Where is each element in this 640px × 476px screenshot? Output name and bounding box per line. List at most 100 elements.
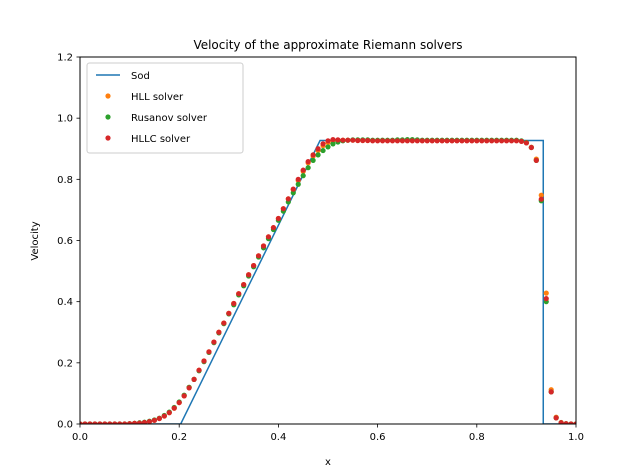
data-point [206,349,212,355]
x-tick-label: 0.8 [469,432,485,443]
data-point [305,159,311,165]
x-axis-label: x [325,457,331,468]
data-point [330,136,336,143]
data-point [429,138,435,144]
data-point [573,421,576,424]
data-point [151,417,157,423]
legend-label: Sod [131,71,150,82]
data-point [82,421,88,424]
data-point [384,138,391,144]
legend-marker-swatch [105,135,111,141]
x-tick-label: 0.4 [270,432,286,443]
data-point [533,157,539,163]
data-point [295,181,301,187]
data-point [186,385,192,391]
legend-item: Rusanov solver [105,113,208,124]
data-point [494,138,500,144]
data-point [568,421,574,424]
data-point [87,421,93,424]
data-point [285,196,291,202]
data-point [241,281,247,288]
x-tick-label: 0.0 [72,432,88,443]
data-point [523,140,530,146]
series-group [80,136,576,424]
data-point [513,138,520,144]
y-tick-label: 0.2 [57,358,73,369]
data-point [464,138,470,144]
legend-item: HLLC solver [105,134,191,145]
data-point [389,138,396,144]
data-point [439,138,445,144]
data-point [394,138,401,144]
data-point [231,300,237,307]
data-point [295,176,301,182]
data-point [365,137,371,144]
data-point [251,262,257,269]
data-point [355,137,361,144]
data-point [92,421,98,424]
data-point [345,137,351,143]
data-point [419,138,425,144]
data-point [563,421,569,424]
legend-item: HLL solver [105,92,184,103]
data-point [499,138,505,144]
data-point [315,152,321,158]
data-point [181,393,187,399]
data-point [127,421,133,424]
data-point [246,272,252,278]
x-axis: 0.0 0.2 0.4 0.6 0.8 1.0 [72,424,584,443]
y-axis: 0.0 0.2 0.4 0.6 0.8 1.0 1.2 [57,53,80,431]
data-point [340,137,346,143]
data-point [166,410,172,416]
data-point [171,405,177,411]
data-point [558,420,564,424]
plot-area [79,56,577,425]
data-point [300,173,306,179]
data-point [107,421,113,424]
y-axis-label: Velocity [30,221,41,260]
data-point [270,225,277,231]
data-point [211,339,217,345]
data-point [201,358,207,364]
data-point [330,141,336,147]
legend-marker-swatch [105,93,111,99]
data-point [122,421,128,424]
data-point [265,234,272,240]
data-point [310,157,316,163]
data-point [112,421,118,424]
legend-marker-swatch [105,114,111,120]
data-point [176,399,182,406]
data-point [375,138,381,144]
data-point [196,367,202,373]
data-point [479,138,485,144]
data-point [216,329,222,335]
series-hllc-solver [80,136,576,424]
x-tick-label: 1.0 [568,432,584,443]
data-point [280,206,286,212]
x-tick-label: 0.6 [370,432,386,443]
x-tick-label: 0.2 [171,432,187,443]
legend-label: HLL solver [131,92,184,103]
data-point [161,413,167,419]
data-point [370,138,376,144]
data-point [360,137,366,144]
data-point [449,138,455,144]
data-point [315,146,321,152]
data-point [226,310,232,316]
data-point [97,421,103,424]
data-point [538,196,544,202]
data-point [191,376,197,382]
data-point [508,138,515,144]
y-tick-label: 0.4 [57,297,73,308]
data-point [320,141,326,147]
series-line-sod [80,139,576,424]
data-point [553,415,559,421]
chart-title: Velocity of the approximate Riemann solv… [193,38,462,52]
data-point [528,144,534,151]
data-point [350,137,356,143]
data-point [434,138,440,144]
data-point [474,138,480,144]
y-tick-label: 1.0 [57,114,73,125]
data-point [543,290,549,296]
